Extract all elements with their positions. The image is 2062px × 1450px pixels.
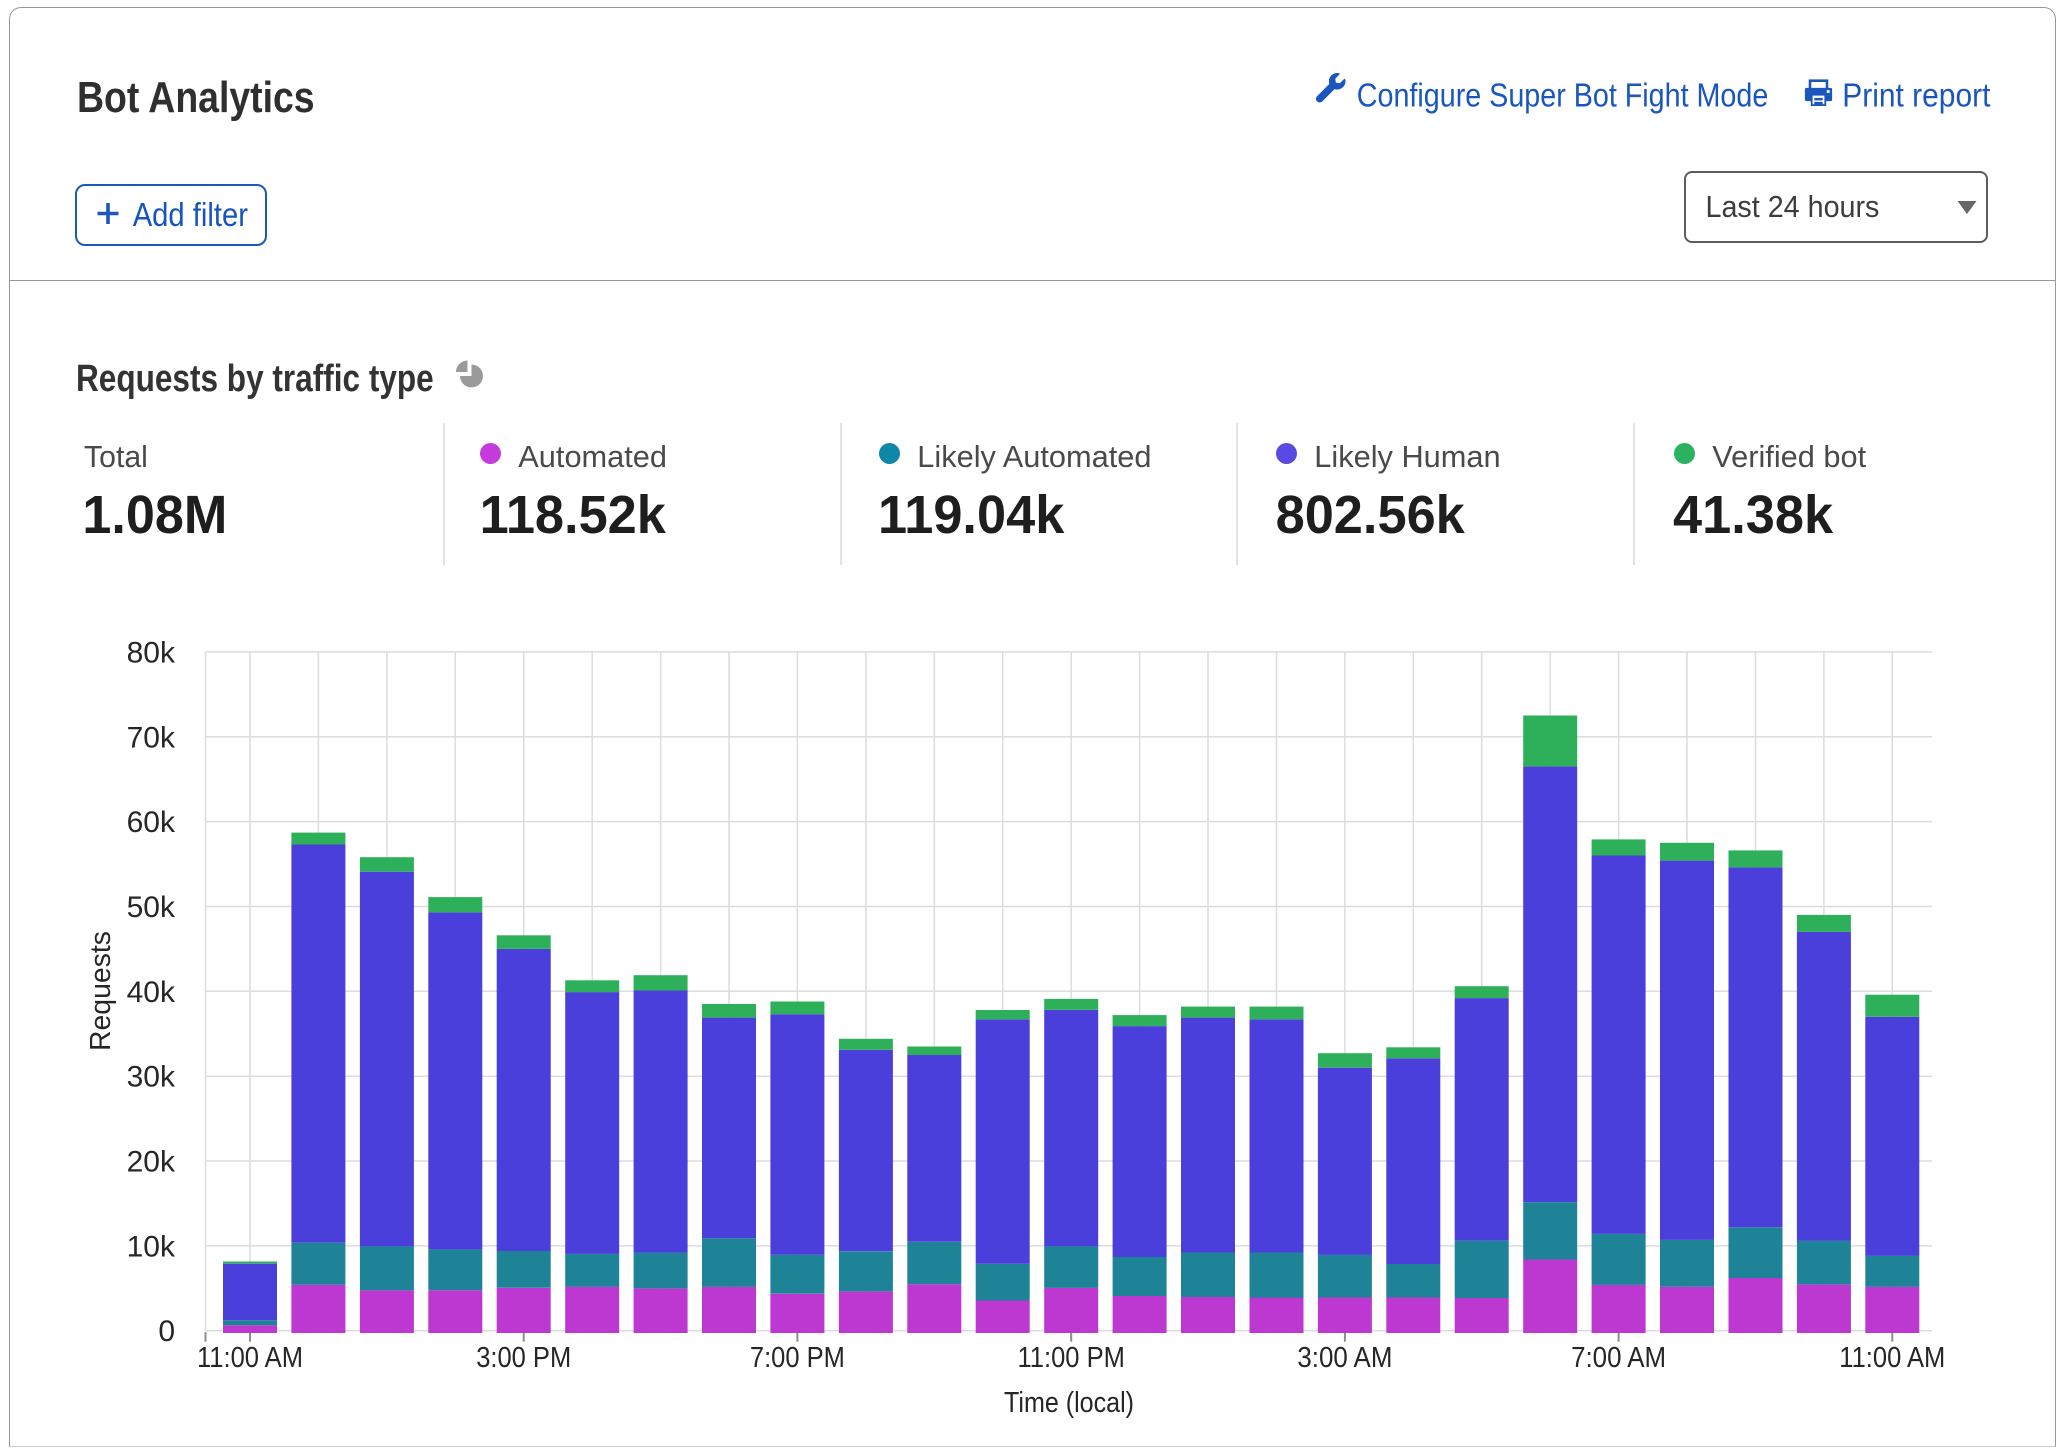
svg-text:40k: 40k — [127, 976, 176, 1009]
svg-text:50k: 50k — [127, 891, 176, 924]
svg-text:Configure Super Bot Fight Mode: Configure Super Bot Fight Mode — [1357, 77, 1769, 114]
svg-text:70k: 70k — [127, 721, 176, 754]
svg-text:Likely Automated: Likely Automated — [917, 439, 1151, 474]
svg-text:Last 24 hours: Last 24 hours — [1706, 189, 1880, 224]
svg-text:1.08M: 1.08M — [82, 485, 227, 545]
svg-text:80k: 80k — [127, 636, 176, 669]
svg-text:Automated: Automated — [518, 439, 667, 474]
svg-text:802.56k: 802.56k — [1276, 485, 1466, 545]
svg-text:119.04k: 119.04k — [878, 485, 1065, 545]
svg-text:Verified bot: Verified bot — [1712, 439, 1866, 474]
svg-text:Requests by traffic type: Requests by traffic type — [76, 358, 434, 400]
svg-text:41.38k: 41.38k — [1673, 485, 1834, 545]
svg-text:7:00 PM: 7:00 PM — [750, 1342, 845, 1374]
svg-text:11:00 PM: 11:00 PM — [1018, 1342, 1125, 1374]
svg-text:20k: 20k — [127, 1146, 176, 1179]
svg-text:Requests: Requests — [85, 931, 117, 1051]
svg-text:Bot Analytics: Bot Analytics — [77, 73, 315, 122]
svg-text:3:00 AM: 3:00 AM — [1297, 1342, 1392, 1374]
svg-text:0: 0 — [158, 1315, 175, 1348]
svg-text:11:00 AM: 11:00 AM — [1839, 1342, 1945, 1374]
svg-text:118.52k: 118.52k — [480, 485, 667, 545]
svg-text:Print report: Print report — [1842, 77, 1990, 114]
svg-text:Add filter: Add filter — [133, 196, 248, 233]
svg-text:60k: 60k — [127, 806, 176, 839]
svg-text:7:00 AM: 7:00 AM — [1571, 1342, 1666, 1374]
svg-text:3:00 PM: 3:00 PM — [476, 1342, 571, 1374]
svg-text:30k: 30k — [127, 1061, 176, 1094]
svg-text:10k: 10k — [127, 1230, 176, 1263]
svg-text:11:00 AM: 11:00 AM — [197, 1342, 303, 1374]
svg-text:Time (local): Time (local) — [1004, 1387, 1134, 1419]
svg-text:Likely Human: Likely Human — [1314, 439, 1500, 474]
svg-text:Total: Total — [84, 439, 148, 474]
